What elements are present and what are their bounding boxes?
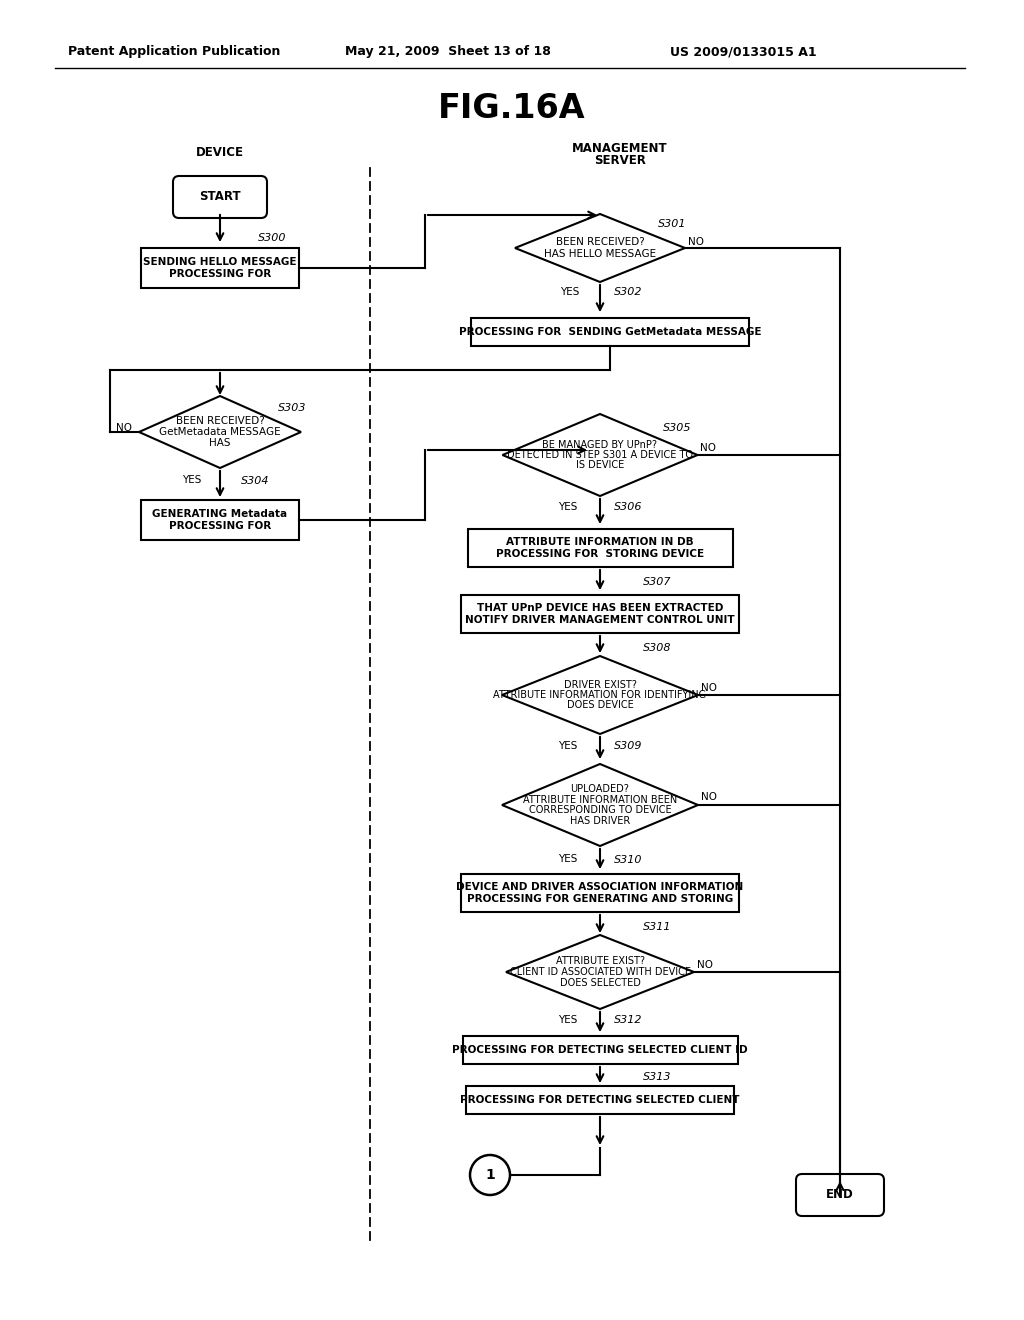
- Text: YES: YES: [558, 1015, 578, 1026]
- FancyBboxPatch shape: [461, 595, 739, 634]
- Text: THAT UPnP DEVICE HAS BEEN EXTRACTED: THAT UPnP DEVICE HAS BEEN EXTRACTED: [477, 603, 723, 614]
- Text: FIG.16A: FIG.16A: [438, 91, 586, 124]
- Text: YES: YES: [182, 475, 202, 484]
- Text: ATTRIBUTE INFORMATION BEEN: ATTRIBUTE INFORMATION BEEN: [523, 795, 677, 805]
- FancyBboxPatch shape: [141, 248, 299, 288]
- Text: PROCESSING FOR GENERATING AND STORING: PROCESSING FOR GENERATING AND STORING: [467, 894, 733, 904]
- Text: S300: S300: [258, 234, 287, 243]
- FancyBboxPatch shape: [796, 1173, 884, 1216]
- Text: PROCESSING FOR: PROCESSING FOR: [169, 521, 271, 531]
- Text: NOTIFY DRIVER MANAGEMENT CONTROL UNIT: NOTIFY DRIVER MANAGEMENT CONTROL UNIT: [465, 615, 735, 624]
- Text: NO: NO: [701, 792, 717, 803]
- Text: Patent Application Publication: Patent Application Publication: [68, 45, 281, 58]
- Text: YES: YES: [558, 854, 578, 865]
- Text: IS DEVICE: IS DEVICE: [575, 461, 624, 470]
- Text: SERVER: SERVER: [594, 153, 646, 166]
- Text: YES: YES: [560, 286, 580, 297]
- Text: GENERATING Metadata: GENERATING Metadata: [153, 510, 288, 519]
- FancyBboxPatch shape: [468, 529, 732, 568]
- Text: ATTRIBUTE INFORMATION IN DB: ATTRIBUTE INFORMATION IN DB: [506, 537, 694, 548]
- Text: NO: NO: [116, 422, 132, 433]
- FancyBboxPatch shape: [461, 874, 739, 912]
- Text: END: END: [826, 1188, 854, 1201]
- Text: DOES SELECTED: DOES SELECTED: [559, 978, 640, 987]
- Text: BEEN RECEIVED?: BEEN RECEIVED?: [176, 416, 264, 426]
- Text: CORRESPONDING TO DEVICE: CORRESPONDING TO DEVICE: [528, 805, 672, 816]
- Text: May 21, 2009  Sheet 13 of 18: May 21, 2009 Sheet 13 of 18: [345, 45, 551, 58]
- Text: PROCESSING FOR  SENDING GetMetadata MESSAGE: PROCESSING FOR SENDING GetMetadata MESSA…: [459, 327, 761, 337]
- Text: DEVICE: DEVICE: [196, 145, 244, 158]
- Text: S309: S309: [613, 741, 642, 751]
- Text: S301: S301: [657, 219, 686, 228]
- Polygon shape: [515, 214, 685, 282]
- Polygon shape: [506, 935, 694, 1008]
- Text: UPLOADED?: UPLOADED?: [570, 784, 630, 795]
- Text: PROCESSING FOR DETECTING SELECTED CLIENT ID: PROCESSING FOR DETECTING SELECTED CLIENT…: [453, 1045, 748, 1055]
- Text: S304: S304: [241, 477, 269, 486]
- Text: HAS DRIVER: HAS DRIVER: [570, 816, 630, 826]
- Text: PROCESSING FOR  STORING DEVICE: PROCESSING FOR STORING DEVICE: [496, 549, 705, 558]
- Text: PROCESSING FOR: PROCESSING FOR: [169, 269, 271, 279]
- Text: S307: S307: [643, 577, 672, 587]
- Text: ATTRIBUTE INFORMATION FOR IDENTIFYING: ATTRIBUTE INFORMATION FOR IDENTIFYING: [494, 690, 707, 700]
- Text: S305: S305: [663, 422, 691, 433]
- Text: NO: NO: [697, 960, 713, 970]
- Text: DETECTED IN STEP S301 A DEVICE TO: DETECTED IN STEP S301 A DEVICE TO: [507, 450, 693, 459]
- Text: BE MANAGED BY UPnP?: BE MANAGED BY UPnP?: [543, 440, 657, 450]
- Text: YES: YES: [558, 741, 578, 751]
- Text: SENDING HELLO MESSAGE: SENDING HELLO MESSAGE: [143, 257, 297, 267]
- Text: CLIENT ID ASSOCIATED WITH DEVICE: CLIENT ID ASSOCIATED WITH DEVICE: [510, 968, 690, 977]
- Text: PROCESSING FOR DETECTING SELECTED CLIENT: PROCESSING FOR DETECTING SELECTED CLIENT: [460, 1096, 739, 1105]
- FancyBboxPatch shape: [173, 176, 267, 218]
- Text: HAS HELLO MESSAGE: HAS HELLO MESSAGE: [544, 248, 656, 259]
- Text: DEVICE AND DRIVER ASSOCIATION INFORMATION: DEVICE AND DRIVER ASSOCIATION INFORMATIO…: [457, 882, 743, 892]
- Text: HAS: HAS: [209, 438, 230, 449]
- Text: S303: S303: [278, 403, 306, 413]
- Text: S302: S302: [613, 286, 642, 297]
- Text: NO: NO: [701, 682, 717, 693]
- Text: BEEN RECEIVED?: BEEN RECEIVED?: [556, 238, 644, 247]
- Text: ATTRIBUTE EXIST?: ATTRIBUTE EXIST?: [555, 957, 644, 966]
- Text: US 2009/0133015 A1: US 2009/0133015 A1: [670, 45, 816, 58]
- Polygon shape: [502, 764, 698, 846]
- Text: GetMetadata MESSAGE: GetMetadata MESSAGE: [159, 426, 281, 437]
- Text: S311: S311: [643, 921, 672, 932]
- Text: MANAGEMENT: MANAGEMENT: [572, 141, 668, 154]
- Circle shape: [470, 1155, 510, 1195]
- Text: S312: S312: [613, 1015, 642, 1026]
- Text: S310: S310: [613, 855, 642, 865]
- FancyBboxPatch shape: [141, 500, 299, 540]
- FancyBboxPatch shape: [471, 318, 749, 346]
- Text: DOES DEVICE: DOES DEVICE: [566, 701, 634, 710]
- Polygon shape: [502, 656, 698, 734]
- Text: S313: S313: [643, 1072, 672, 1082]
- Text: DRIVER EXIST?: DRIVER EXIST?: [563, 680, 637, 689]
- Text: START: START: [200, 190, 241, 203]
- Text: NO: NO: [700, 444, 716, 453]
- Text: 1: 1: [485, 1168, 495, 1181]
- Text: YES: YES: [558, 502, 578, 512]
- Polygon shape: [503, 414, 697, 496]
- Text: NO: NO: [688, 238, 705, 247]
- FancyBboxPatch shape: [463, 1036, 737, 1064]
- Text: S306: S306: [613, 502, 642, 512]
- FancyBboxPatch shape: [466, 1086, 734, 1114]
- Text: S308: S308: [643, 643, 672, 653]
- Polygon shape: [139, 396, 301, 469]
